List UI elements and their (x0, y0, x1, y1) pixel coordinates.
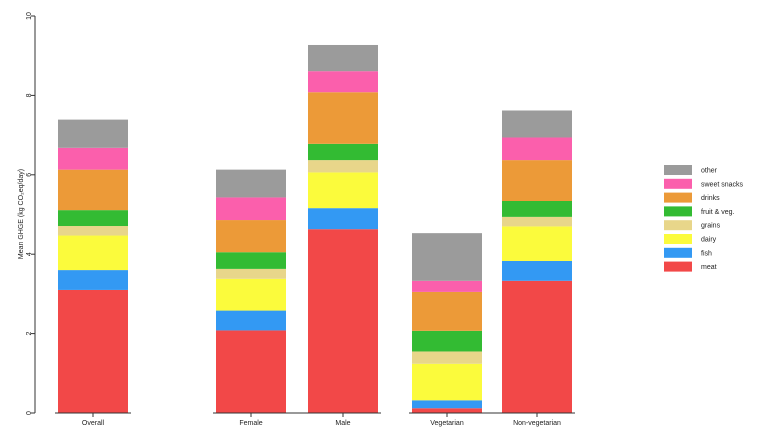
bar-segment (58, 210, 128, 227)
bar-segment (216, 197, 286, 221)
bar-segment (412, 330, 482, 352)
bar-segment (58, 226, 128, 236)
legend-label: fish (701, 250, 712, 257)
bar-segment (412, 233, 482, 281)
bar-segment (502, 110, 572, 138)
bar-segment (412, 363, 482, 401)
bar-segment (502, 280, 572, 413)
bars (58, 44, 572, 413)
bar-segment (412, 408, 482, 413)
y-axis: 0 2 4 6 8 10 (26, 12, 36, 415)
legend-label: sweet snacks (701, 181, 744, 188)
legend-label: meat (701, 264, 717, 271)
x-tick-label: Overall (82, 420, 105, 427)
y-tick-label: 0 (26, 411, 33, 415)
bar-segment (216, 169, 286, 198)
x-tick-label: Non-vegetarian (513, 420, 561, 427)
bar-segment (216, 220, 286, 253)
legend-label: grains (701, 223, 721, 230)
bar-segment (308, 143, 378, 161)
bar-segment (58, 270, 128, 290)
legend-label: fruit & veg. (701, 209, 735, 216)
x-tick-label: Vegetarian (430, 420, 464, 427)
legend-label: dairy (701, 237, 717, 244)
legend-swatch (664, 178, 692, 189)
y-tick-label: 6 (26, 173, 33, 177)
legend-item: other (664, 165, 718, 175)
bar-segment (502, 137, 572, 161)
legend-swatch (664, 234, 692, 244)
bar-segment (58, 119, 128, 148)
bar-segment (502, 260, 572, 281)
bar-segment (58, 147, 128, 170)
x-tick-label: Female (239, 420, 262, 427)
bar-segment (412, 351, 482, 364)
bar-stack (216, 169, 286, 413)
legend-label: other (701, 168, 718, 175)
y-tick-label: 4 (26, 252, 33, 256)
bar-segment (58, 169, 128, 211)
y-tick-label: 10 (26, 12, 33, 20)
bar-stack (502, 110, 572, 413)
bar-segment (216, 252, 286, 269)
legend-item: sweet snacks (664, 178, 744, 189)
bar-segment (216, 278, 286, 311)
bar-segment (502, 216, 572, 227)
legend-swatch (664, 261, 692, 272)
bar-segment (308, 160, 378, 173)
x-tick-label: Male (335, 420, 350, 427)
bar-stack (412, 233, 482, 413)
bar-segment (308, 229, 378, 413)
bar-segment (308, 208, 378, 230)
bar-segment (308, 71, 378, 93)
legend-item: fruit & veg. (664, 206, 735, 217)
bar-stack (308, 44, 378, 413)
bar-segment (58, 289, 128, 413)
legend-item: fish (664, 247, 712, 258)
bar-segment (502, 201, 572, 217)
y-tick-label: 2 (26, 332, 33, 336)
bar-segment (308, 92, 378, 144)
x-axis: Overall Female Male Vegetarian Non-vegetaria… (55, 412, 575, 427)
bar-segment (502, 160, 572, 202)
legend-item: drinks (664, 192, 720, 203)
legend-item: dairy (664, 234, 717, 244)
bar-segment (216, 310, 286, 331)
legend-swatch (664, 220, 692, 231)
bar-segment (308, 44, 378, 72)
bar-segment (58, 235, 128, 271)
bar-segment (412, 280, 482, 292)
legend-item: meat (664, 261, 717, 272)
legend-swatch (664, 247, 692, 258)
legend-swatch (664, 192, 692, 203)
y-tick-label: 8 (26, 93, 33, 97)
bar-segment (216, 330, 286, 413)
y-axis-label: Mean GHGE (kg CO₂eq/day) (18, 169, 25, 259)
legend-item: grains (664, 220, 721, 231)
legend-swatch (664, 206, 692, 217)
legend-label: drinks (701, 195, 720, 202)
bar-stack (58, 119, 128, 413)
bar-segment (502, 226, 572, 261)
bar-segment (216, 268, 286, 279)
bar-segment (412, 291, 482, 331)
legend-swatch (664, 165, 692, 175)
bar-segment (412, 400, 482, 409)
legend: other sweet snacks drinks fruit & veg. grain… (664, 165, 744, 272)
bar-segment (308, 172, 378, 209)
